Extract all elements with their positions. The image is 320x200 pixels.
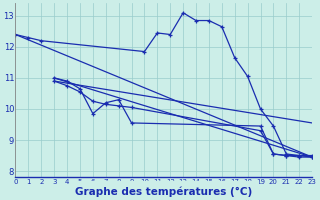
X-axis label: Graphe des températures (°C): Graphe des températures (°C) bbox=[75, 186, 252, 197]
